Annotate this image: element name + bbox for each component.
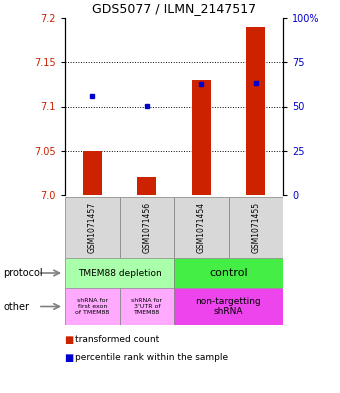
Bar bbox=[174, 288, 283, 325]
Text: ■: ■ bbox=[65, 353, 78, 363]
Text: percentile rank within the sample: percentile rank within the sample bbox=[75, 353, 228, 362]
Text: non-targetting
shRNA: non-targetting shRNA bbox=[195, 297, 261, 316]
Text: control: control bbox=[209, 268, 248, 278]
Text: shRNA for
first exon
of TMEM88: shRNA for first exon of TMEM88 bbox=[75, 298, 109, 315]
Text: shRNA for
3'UTR of
TMEM88: shRNA for 3'UTR of TMEM88 bbox=[131, 298, 162, 315]
Text: GSM1071456: GSM1071456 bbox=[142, 202, 151, 253]
Bar bbox=[246, 27, 265, 195]
Bar bbox=[137, 177, 156, 195]
Bar bbox=[119, 288, 174, 325]
Bar bbox=[65, 288, 119, 325]
Bar bbox=[65, 258, 174, 288]
Text: GSM1071455: GSM1071455 bbox=[251, 202, 260, 253]
Bar bbox=[174, 197, 228, 258]
Text: transformed count: transformed count bbox=[75, 336, 159, 345]
Title: GDS5077 / ILMN_2147517: GDS5077 / ILMN_2147517 bbox=[92, 2, 256, 15]
Text: TMEM88 depletion: TMEM88 depletion bbox=[78, 268, 162, 277]
Text: GSM1071454: GSM1071454 bbox=[197, 202, 206, 253]
Bar bbox=[83, 151, 102, 195]
Bar bbox=[228, 197, 283, 258]
Text: protocol: protocol bbox=[3, 268, 43, 278]
Text: ■: ■ bbox=[65, 335, 78, 345]
Bar bbox=[174, 258, 283, 288]
Bar bbox=[65, 197, 119, 258]
Bar bbox=[119, 197, 174, 258]
Text: GSM1071457: GSM1071457 bbox=[88, 202, 97, 253]
Text: other: other bbox=[3, 301, 29, 312]
Bar bbox=[192, 80, 211, 195]
